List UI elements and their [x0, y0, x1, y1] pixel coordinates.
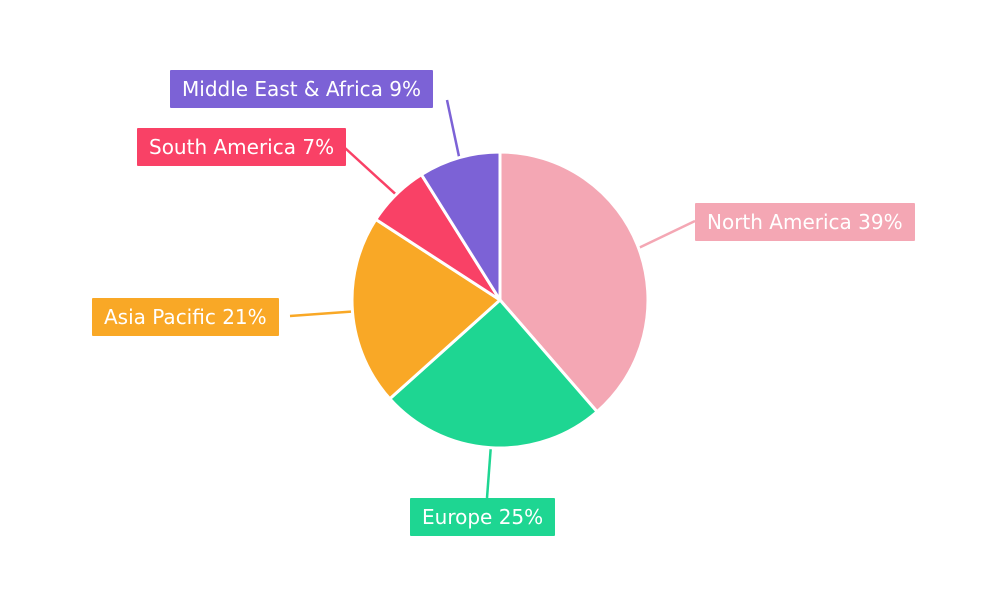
leader-line-europe	[485, 445, 493, 499]
pie-slice-north-america	[498, 150, 650, 414]
pie-label-north-america: North America 39%	[695, 203, 915, 241]
pie-slice-middle-east-africa	[419, 150, 502, 302]
pie-label-asia-pacific: Asia Pacific 21%	[92, 298, 279, 336]
pie-slice-europe	[388, 298, 599, 450]
pie-label-south-america: South America 7%	[137, 128, 347, 166]
pie-slice-asia-pacific	[350, 217, 502, 401]
pie-label-europe: Europe 25%	[410, 498, 556, 536]
pie-label-middle-east-africa: Middle East & Africa 9%	[170, 70, 434, 108]
leader-line-middle-east-africa	[445, 99, 461, 160]
leader-line-asia-pacific	[289, 310, 355, 318]
leader-line-south-america	[344, 147, 399, 197]
leader-line-north-america	[636, 219, 696, 251]
